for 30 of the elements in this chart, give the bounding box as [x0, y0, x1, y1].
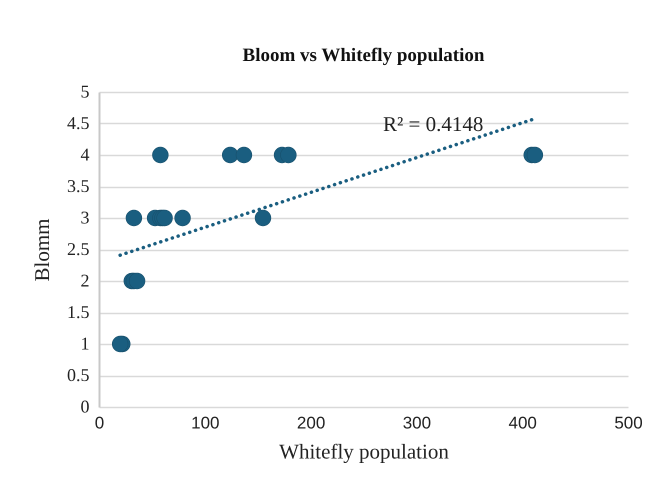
point — [280, 146, 297, 164]
y-tick-label: 4 — [80, 144, 90, 164]
y-tick-label: 3 — [80, 208, 90, 228]
y-tick-label: 4.5 — [67, 113, 90, 133]
point — [128, 272, 146, 290]
x-tick-label: 400 — [508, 414, 537, 432]
point — [126, 210, 142, 226]
y-tick-label: 2 — [80, 270, 90, 290]
point — [526, 146, 544, 164]
x-tick-label: 500 — [614, 414, 643, 432]
y-axis-title: Blomm — [30, 218, 54, 282]
x-tick-label: 0 — [94, 414, 104, 432]
chart-title: Bloom vs Whitefly population — [242, 45, 485, 66]
point — [236, 146, 252, 164]
point — [152, 146, 169, 164]
y-tick-label: 1.5 — [67, 302, 90, 322]
y-tick-label: 0 — [80, 396, 90, 416]
x-tick-label: 200 — [296, 414, 326, 432]
annotation: R² = 0.4148 — [383, 112, 484, 136]
y-tick-label: 2.5 — [67, 239, 90, 259]
x-tick-label: 300 — [402, 414, 432, 432]
x-axis-title: Whitefly population — [279, 440, 450, 464]
point — [174, 210, 191, 226]
point — [222, 146, 238, 164]
y-tick-label: 3.5 — [67, 176, 90, 196]
x-tick-label: 100 — [191, 414, 220, 432]
point — [254, 210, 272, 226]
y-tick-label: 0.5 — [67, 365, 90, 385]
y-tick-label: 5 — [80, 82, 90, 102]
y-tick-label: 1 — [80, 334, 90, 354]
